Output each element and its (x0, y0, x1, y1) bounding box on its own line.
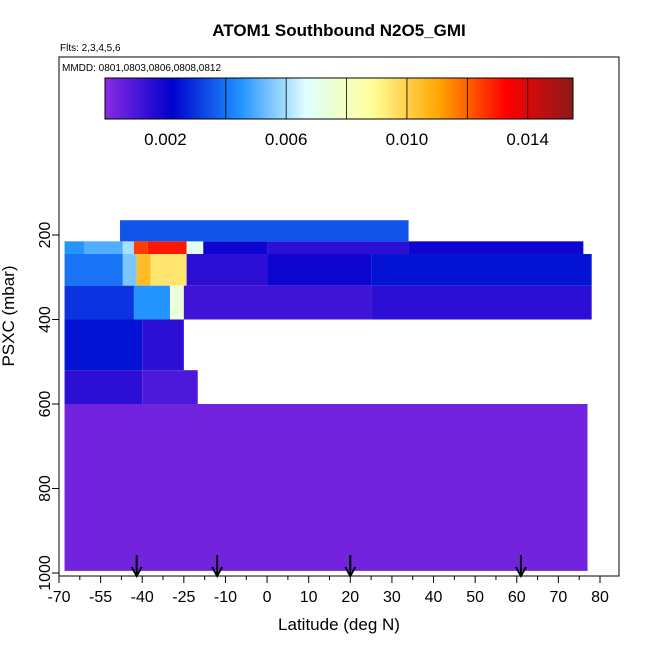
plot-frame (58, 56, 620, 577)
heatmap-cell (408, 241, 584, 255)
y-tick-label: 1000 (37, 555, 54, 591)
x-tick-label: -70 (47, 589, 70, 606)
x-tick-label: -40 (131, 589, 154, 606)
heatmap-cell (122, 241, 134, 255)
heatmap-cell (150, 254, 187, 286)
heatmap-cell (83, 241, 123, 255)
y-axis: 200 400 600 800 1000 (37, 222, 59, 591)
heatmap-cell (142, 319, 184, 371)
x-tick-label: -10 (214, 589, 237, 606)
heatmap-background (64, 404, 588, 571)
heatmap-cell (267, 254, 372, 286)
heatmap-cell (183, 285, 372, 320)
y-tick-label: 800 (37, 475, 54, 502)
x-tick-label: 0 (263, 589, 272, 606)
colorbar-tick-label: 0.010 (386, 130, 429, 149)
y-tick-label: 200 (37, 222, 54, 249)
x-axis: -70 -55 -40 -25 -10 0 10 20 30 40 50 60 70 80 (47, 576, 609, 606)
y-tick-label: 400 (37, 306, 54, 333)
heatmap-cell (267, 241, 409, 255)
x-tick-label: 50 (466, 589, 484, 606)
colorbar-gradient (104, 77, 574, 120)
heatmap-cell (120, 220, 409, 242)
heatmap-cell (147, 241, 187, 255)
plot-area (64, 220, 592, 571)
heatmap-cell (133, 285, 170, 320)
heatmap-cell (64, 254, 123, 286)
heatmap-cell (203, 241, 268, 255)
heatmap-cell (371, 254, 592, 286)
x-tick-label: 20 (341, 589, 359, 606)
heatmap-cell (142, 370, 198, 404)
colorbar-tick-label: 0.002 (144, 130, 187, 149)
colorbar: 0.002 0.006 0.010 0.014 (104, 77, 574, 149)
x-tick-label: -55 (89, 589, 112, 606)
flights-annotation: Flts: 2,3,4,5,6 (60, 43, 121, 54)
y-tick-label: 600 (37, 391, 54, 418)
x-tick-label: 70 (549, 589, 567, 606)
heatmap-cell (186, 241, 204, 255)
y-axis-label: PSXC (mbar) (0, 265, 18, 366)
heatmap-cell (64, 319, 143, 371)
x-tick-label: 10 (300, 589, 318, 606)
heatmap-cell (169, 285, 184, 320)
x-tick-label: 30 (383, 589, 401, 606)
x-tick-label: 60 (508, 589, 526, 606)
heatmap-cell (186, 254, 268, 286)
heatmap-cell (122, 254, 137, 286)
heatmap-cell (64, 241, 84, 255)
heatmap-cell (64, 370, 143, 404)
colorbar-tick-label: 0.006 (265, 130, 308, 149)
x-axis-label: Latitude (deg N) (278, 615, 400, 634)
x-tick-label: 40 (425, 589, 443, 606)
heatmap-cell (136, 254, 151, 286)
colorbar-tick-label: 0.014 (506, 130, 549, 149)
heatmap-cell (64, 285, 134, 320)
dates-annotation: MMDD: 0801,0803,0806,0808,0812 (62, 63, 221, 74)
chart-title: ATOM1 Southbound N2O5_GMI (212, 21, 465, 40)
x-tick-label: -25 (172, 589, 195, 606)
heatmap-cell (371, 285, 592, 320)
x-tick-label: 80 (591, 589, 609, 606)
heatmap-cell (133, 241, 148, 255)
